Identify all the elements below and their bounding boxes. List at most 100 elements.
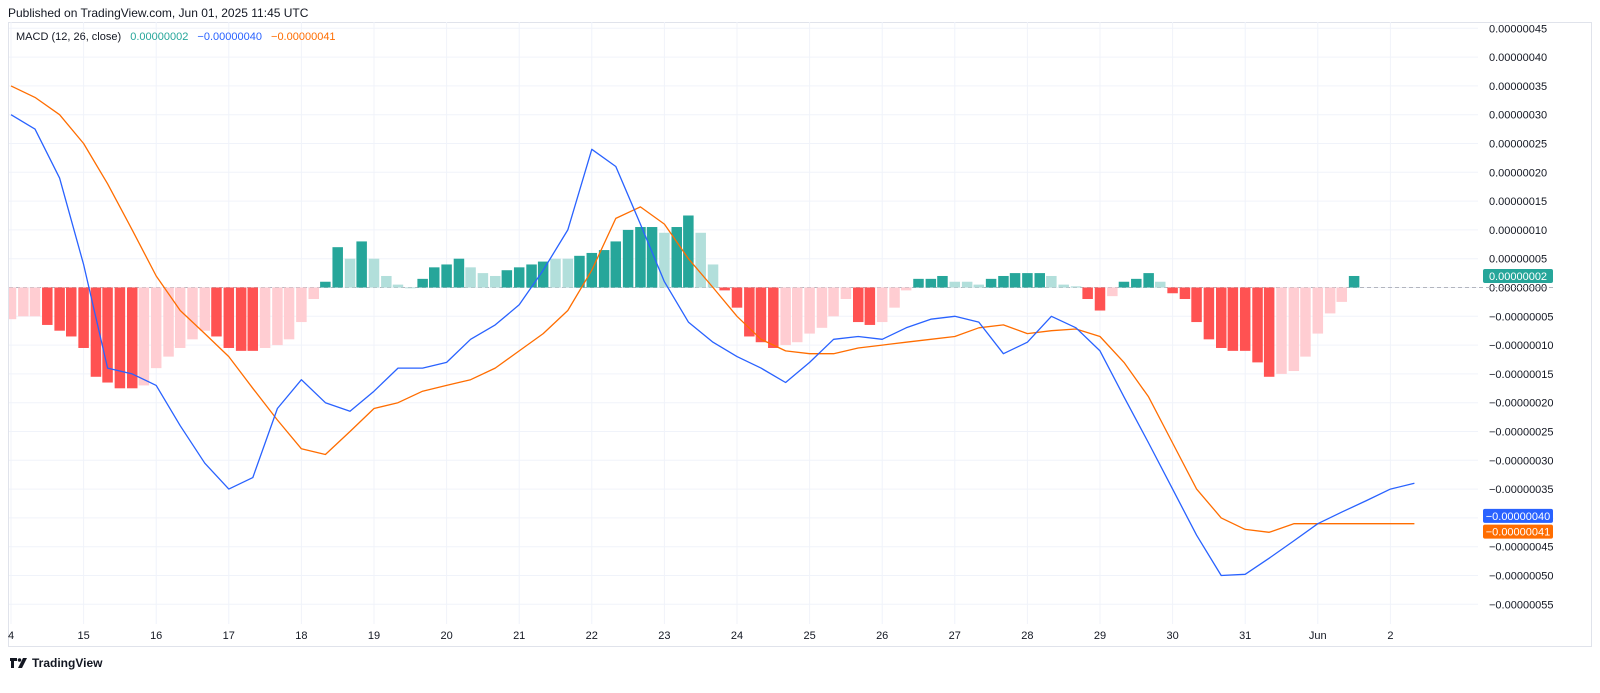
histogram-bar — [1022, 273, 1033, 288]
price-tag — [1483, 508, 1553, 523]
y-tick-label: −0.00000030 — [1489, 455, 1554, 467]
x-tick-label: 21 — [513, 630, 525, 642]
histogram-bar — [405, 287, 416, 289]
histogram-bar — [308, 287, 319, 300]
x-tick-label: 20 — [440, 630, 452, 642]
histogram-bar — [9, 287, 17, 320]
histogram-bar — [671, 227, 682, 288]
price-tag-label: −0.00000041 — [1486, 527, 1551, 539]
histogram-bar — [102, 287, 113, 383]
histogram-bar — [635, 227, 646, 288]
x-tick-label: 17 — [223, 630, 235, 642]
x-tick-label: 23 — [658, 630, 670, 642]
histogram-bar — [1167, 287, 1178, 294]
histogram-bar — [174, 287, 186, 348]
histogram-bar — [392, 284, 404, 288]
histogram-bar — [1348, 275, 1360, 288]
y-tick-label: −0.00000045 — [1489, 542, 1554, 554]
histogram-bar — [622, 229, 634, 288]
histogram-bar — [949, 281, 961, 288]
y-tick-label: −0.00000035 — [1489, 484, 1554, 496]
histogram-bar — [138, 287, 150, 386]
y-tick-label: −0.00000055 — [1489, 599, 1554, 611]
histogram-bar — [114, 287, 126, 389]
histogram-bar — [489, 275, 501, 288]
histogram-bar — [283, 287, 295, 340]
histogram-bar — [598, 250, 610, 288]
histogram-bar — [126, 287, 138, 389]
histogram-bar — [852, 287, 864, 323]
x-tick-label: 30 — [1166, 630, 1178, 642]
x-tick-label: 16 — [150, 630, 162, 642]
histogram-bar — [1070, 286, 1082, 288]
histogram-bar — [550, 258, 561, 288]
histogram-bar — [1263, 287, 1275, 377]
histogram-bar — [150, 287, 162, 369]
histogram-bar — [780, 287, 791, 346]
histogram-bar — [477, 273, 489, 288]
legend-histogram-value: 0.00000002 — [130, 31, 189, 43]
x-tick-label: 29 — [1094, 630, 1106, 642]
x-tick-label: 24 — [731, 630, 743, 642]
histogram-bar — [199, 287, 211, 331]
histogram-bar — [1034, 273, 1045, 288]
histogram-bar — [368, 258, 380, 288]
histogram-bar — [876, 287, 888, 323]
x-tick-label: 4 — [8, 630, 14, 642]
histogram-bar — [66, 287, 77, 337]
histogram-bar — [1143, 273, 1154, 288]
y-tick-label: 0.00000020 — [1489, 167, 1547, 179]
histogram-bar — [381, 275, 392, 288]
histogram-bar — [973, 284, 985, 288]
y-tick-label: 0.00000005 — [1489, 254, 1547, 266]
histogram-bar — [1252, 287, 1263, 363]
histogram-bar — [1215, 287, 1227, 348]
histogram-bar — [537, 261, 549, 288]
histogram-bar — [501, 270, 513, 288]
y-tick-label: 0.00000015 — [1489, 196, 1547, 208]
x-tick-label: 26 — [876, 630, 888, 642]
histogram-bar — [163, 287, 174, 357]
histogram-bar — [1046, 275, 1057, 288]
histogram-bar — [695, 232, 706, 288]
y-tick-label: −0.00000020 — [1489, 398, 1554, 410]
histogram-bar — [356, 241, 367, 288]
x-tick-label: 22 — [586, 630, 598, 642]
histogram-bar — [659, 232, 670, 288]
footer-brand-label: TradingView — [32, 656, 103, 670]
histogram-bar — [1276, 287, 1287, 374]
histogram-bar — [332, 247, 343, 288]
x-tick-label: 18 — [295, 630, 307, 642]
price-tag — [1483, 268, 1553, 283]
histogram-bar — [1179, 287, 1191, 300]
histogram-bar — [744, 287, 755, 337]
histogram-bar — [187, 287, 198, 340]
plot-area — [9, 85, 1415, 577]
macd-line — [10, 114, 1415, 577]
footer-brand[interactable]: TradingView — [10, 656, 102, 670]
histogram-bar — [1009, 273, 1021, 288]
y-tick-label: −0.00000015 — [1489, 369, 1554, 381]
histogram-bar — [1155, 281, 1166, 288]
legend-signal-value: −0.00000041 — [271, 31, 336, 43]
histogram-bar — [417, 278, 428, 288]
histogram-bar — [816, 287, 828, 328]
histogram-bar — [900, 287, 912, 291]
histogram-bar — [610, 241, 622, 288]
histogram-bar — [296, 287, 307, 323]
histogram-bar — [465, 267, 476, 288]
histogram-bar — [998, 275, 1009, 288]
histogram-bar — [1336, 287, 1348, 302]
histogram-bar — [526, 264, 537, 288]
price-tag — [1483, 524, 1553, 539]
y-tick-label: 0.00000025 — [1489, 139, 1547, 151]
histogram-bar — [223, 287, 235, 348]
x-tick-label: 2 — [1387, 630, 1393, 642]
histogram-bar — [247, 287, 259, 351]
histogram-bar — [937, 275, 948, 288]
indicator-legend[interactable]: MACD (12, 26, close) 0.00000002 −0.00000… — [16, 31, 342, 43]
published-note: Published on TradingView.com, Jun 01, 20… — [8, 6, 309, 20]
histogram-bar — [272, 287, 283, 346]
histogram-bar — [1094, 287, 1106, 311]
